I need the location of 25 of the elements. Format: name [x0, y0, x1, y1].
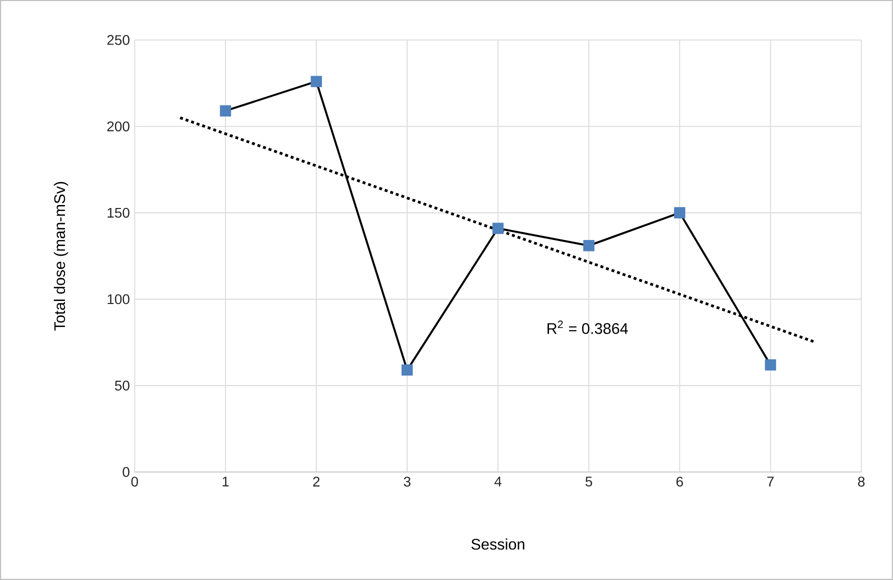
point	[764, 359, 776, 370]
y-tick-label: 200	[107, 121, 130, 132]
y-axis-title: Total dose (man-mSv)	[54, 182, 68, 331]
y-tick-label: 50	[114, 380, 130, 391]
point	[492, 222, 504, 234]
x-tick-label: 5	[586, 476, 592, 486]
point	[220, 105, 232, 116]
x-tick-label: 6	[676, 476, 683, 487]
point	[402, 364, 413, 376]
x-tick-label: 8	[858, 476, 865, 487]
x-tick-label: 4	[494, 476, 502, 486]
x-axis-title: Session	[471, 538, 524, 550]
x-tick-label: 3	[404, 476, 410, 487]
x-tick-label: 7	[767, 476, 774, 486]
y-tick-label: 0	[122, 467, 130, 477]
y-tick-label: 250	[107, 35, 130, 45]
x-tick-label: 0	[131, 476, 138, 487]
y-tick-label: 100	[108, 294, 130, 304]
y-tick-label: 150	[108, 208, 130, 218]
x-tick-label: 2	[313, 476, 320, 486]
point	[583, 240, 594, 252]
annotation: R$^{2}$ = 0.3864	[548, 320, 628, 334]
x-tick-label: 1	[222, 476, 229, 486]
point	[310, 76, 322, 88]
point	[674, 207, 686, 218]
